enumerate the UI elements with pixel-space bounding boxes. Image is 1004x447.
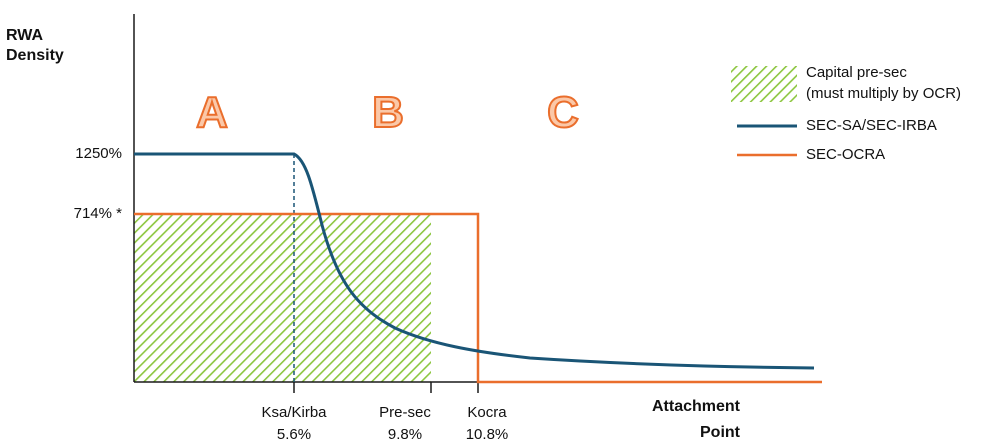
legend-hatch-line2: (must multiply by OCR) (806, 85, 962, 102)
legend-hatch-line1: Capital pre-sec (806, 64, 907, 81)
sec-sa-irba-curve (134, 152, 815, 370)
legend-blue-label: SEC-SA/SEC-IRBA (806, 117, 937, 134)
legend-orange-label: SEC-OCRA (806, 146, 886, 163)
y-tick-714: 714% * (73, 205, 122, 222)
zone-b-label: B (371, 87, 405, 138)
x-axis-title-line1: Attachment (651, 398, 740, 415)
x-axis-title: Attachment Point (600, 394, 740, 445)
legend-hatch-label: Capital pre-sec (must multiply by OCR) (806, 62, 961, 104)
y-tick-1250: 1250% (75, 145, 122, 162)
kocra-name: Kocra (467, 404, 507, 421)
legend-hatch-swatch (731, 66, 797, 102)
y-axis-title-line1: RWA (6, 27, 44, 44)
x-tick-label-ksa: Ksa/Kirba 5.6% (244, 402, 344, 446)
kocra-value: 10.8% (465, 425, 509, 443)
ksa-name: Ksa/Kirba (261, 404, 327, 421)
presec-name: Pre-sec (379, 404, 431, 421)
x-tick-label-kocra: Kocra 10.8% (447, 402, 527, 446)
capital-pre-sec-area (134, 214, 431, 382)
zone-a-label: A (195, 87, 229, 138)
ksa-value: 5.6% (276, 425, 312, 443)
x-tick-label-presec: Pre-sec 9.8% (355, 402, 455, 446)
presec-value: 9.8% (387, 425, 423, 443)
zone-c-label: C (546, 87, 580, 138)
sec-ocra-line (134, 212, 822, 384)
y-axis-title-line2: Density (6, 47, 64, 64)
x-axis-title-line2: Point (700, 423, 740, 441)
y-axis-title: RWA Density (6, 26, 64, 66)
